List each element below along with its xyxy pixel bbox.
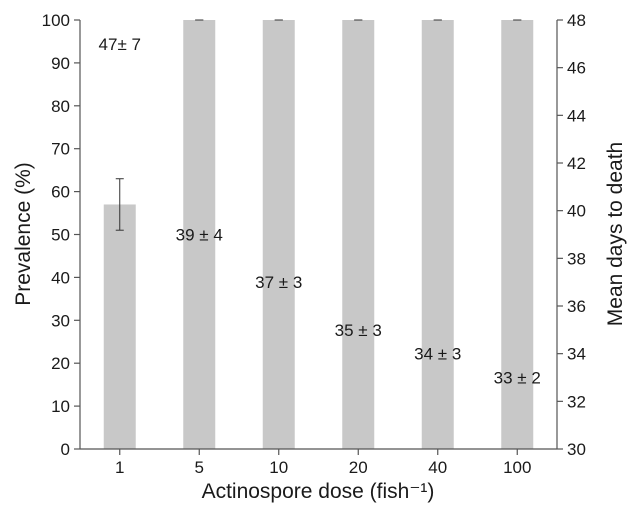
annotation-100: 33 ± 2 — [494, 369, 541, 388]
y-tick-label-0: 0 — [61, 440, 70, 459]
y-tick-label-50: 50 — [51, 226, 70, 245]
y-axis-title: Prevalence (%) — [12, 162, 35, 306]
y-right-tick-label-42: 42 — [567, 154, 586, 173]
y-right-tick-label-48: 48 — [567, 11, 586, 30]
y-tick-label-40: 40 — [51, 268, 70, 287]
x-tick-label-5: 5 — [195, 458, 204, 477]
y-tick-label-10: 10 — [51, 397, 70, 416]
x-axis-title: Actinospore dose (fish⁻¹) — [202, 480, 435, 503]
y-tick-label-90: 90 — [51, 54, 70, 73]
y-tick-label-20: 20 — [51, 354, 70, 373]
y-tick-label-80: 80 — [51, 97, 70, 116]
error-bars-layer — [115, 19, 522, 231]
x-tick-label-1: 1 — [115, 458, 124, 477]
y-right-tick-label-40: 40 — [567, 202, 586, 221]
bar-20 — [342, 20, 375, 449]
x-tick-label-10: 10 — [269, 458, 288, 477]
x-tick-label-40: 40 — [428, 458, 447, 477]
x-axis-ticks: 1 5 10 20 40 100 — [115, 449, 531, 477]
bar-40 — [421, 20, 454, 449]
y-right-tick-label-44: 44 — [567, 106, 586, 125]
bar-100 — [501, 20, 534, 449]
bars-layer — [103, 20, 534, 449]
y-right-tick-label-34: 34 — [567, 345, 586, 364]
y-right-tick-label-30: 30 — [567, 440, 586, 459]
annotation-1: 47± 7 — [99, 35, 141, 54]
annotation-10: 37 ± 3 — [255, 273, 302, 292]
y-right-tick-label-46: 46 — [567, 59, 586, 78]
y-tick-label-60: 60 — [51, 183, 70, 202]
y-right-tick-label-38: 38 — [567, 249, 586, 268]
y-right-tick-label-36: 36 — [567, 297, 586, 316]
y-tick-label-70: 70 — [51, 140, 70, 159]
x-tick-label-20: 20 — [349, 458, 368, 477]
bar-10 — [262, 20, 295, 449]
bar-5 — [183, 20, 216, 449]
annotation-40: 34 ± 3 — [414, 345, 461, 364]
left-axis-ticks: 0 10 20 30 40 50 60 70 80 90 100 — [42, 11, 80, 459]
error-bar-1 — [115, 178, 124, 231]
annotation-5: 39 ± 4 — [176, 226, 223, 245]
y-right-tick-label-32: 32 — [567, 392, 586, 411]
annotations-layer: 47± 7 39 ± 4 37 ± 3 35 ± 3 34 ± 3 33 ± 2 — [99, 35, 541, 388]
annotation-20: 35 ± 3 — [335, 321, 382, 340]
y-right-axis-title: Mean days to death — [604, 142, 627, 326]
right-axis-ticks: 30 32 34 36 38 40 42 44 46 48 — [557, 11, 586, 459]
y-tick-label-30: 30 — [51, 311, 70, 330]
x-tick-label-100: 100 — [503, 458, 531, 477]
y-tick-label-100: 100 — [42, 11, 70, 30]
bar-1 — [103, 204, 136, 449]
